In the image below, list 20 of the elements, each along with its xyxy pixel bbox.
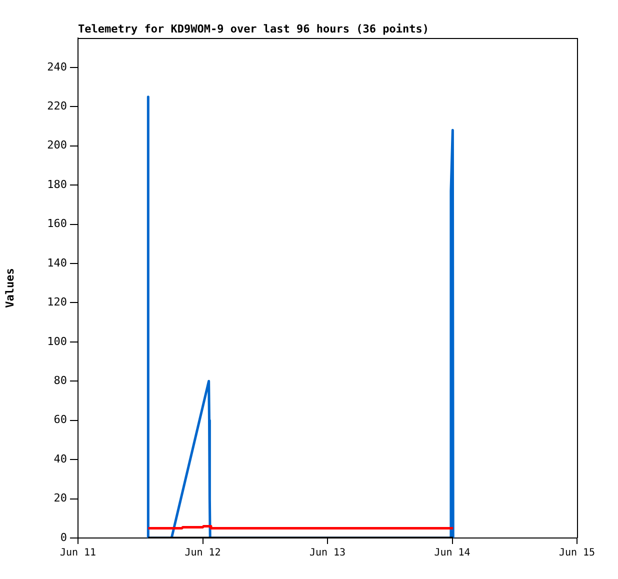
y-tick-label: 140 xyxy=(47,256,67,270)
y-tick-label: 120 xyxy=(47,296,67,309)
x-tick-label: Jun 13 xyxy=(309,548,346,559)
y-tick-label: 160 xyxy=(47,217,67,230)
y-tick-label: 220 xyxy=(47,99,67,112)
y-tick-label: 180 xyxy=(47,178,67,191)
y-tick-label: 60 xyxy=(54,413,67,426)
y-tick-label: 200 xyxy=(47,138,67,152)
x-tick-label: Jun 15 xyxy=(558,548,596,559)
x-tick-label: Jun 12 xyxy=(184,548,221,559)
y-tick-label: 240 xyxy=(47,60,67,74)
y-axis-title: Values xyxy=(3,268,16,308)
y-tick-label: 80 xyxy=(54,374,67,387)
x-tick-label: Jun 14 xyxy=(434,548,470,559)
x-tick-label: Jun 11 xyxy=(60,548,96,559)
y-tick-label: 100 xyxy=(47,334,67,348)
y-tick-label: 40 xyxy=(54,452,67,466)
y-tick-label: 0 xyxy=(60,530,67,544)
y-tick-label: 20 xyxy=(54,492,67,505)
chart-title: Telemetry for KD9WOM-9 over last 96 hours (36 points) xyxy=(78,22,429,36)
